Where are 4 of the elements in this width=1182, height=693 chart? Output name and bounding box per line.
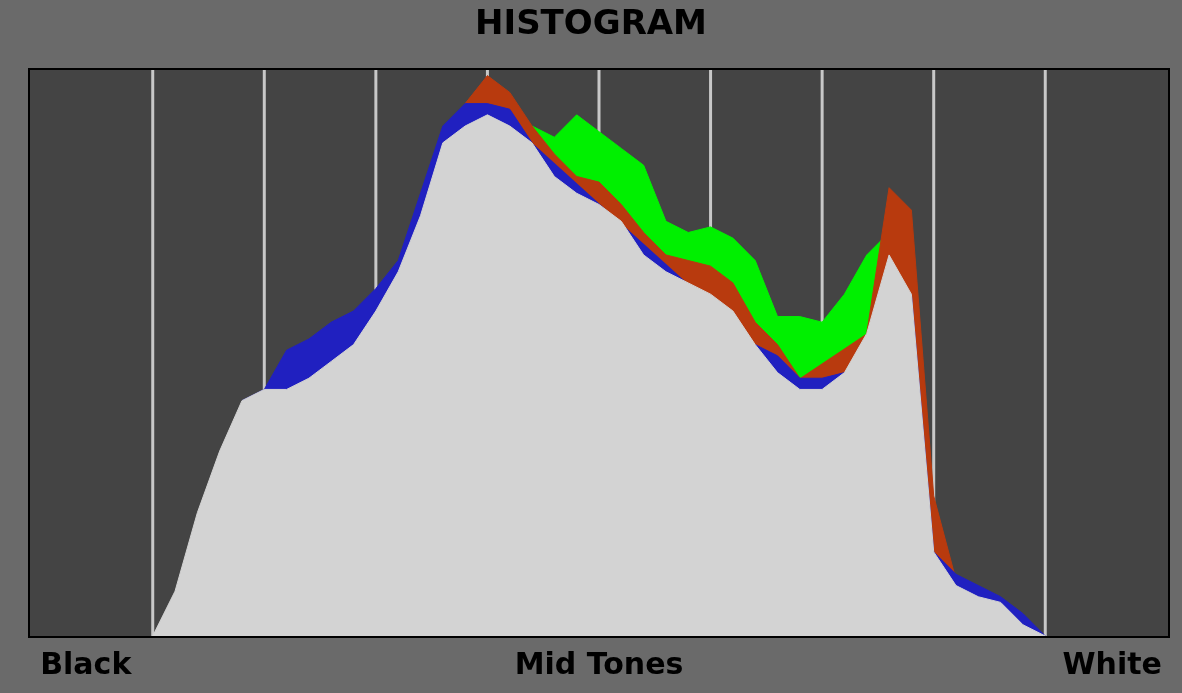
x-tick-label: Black (40, 646, 133, 681)
x-tick-label: White (1062, 646, 1162, 681)
chart-title: HISTOGRAM (475, 2, 707, 43)
x-tick-label: Mid Tones (514, 646, 684, 681)
